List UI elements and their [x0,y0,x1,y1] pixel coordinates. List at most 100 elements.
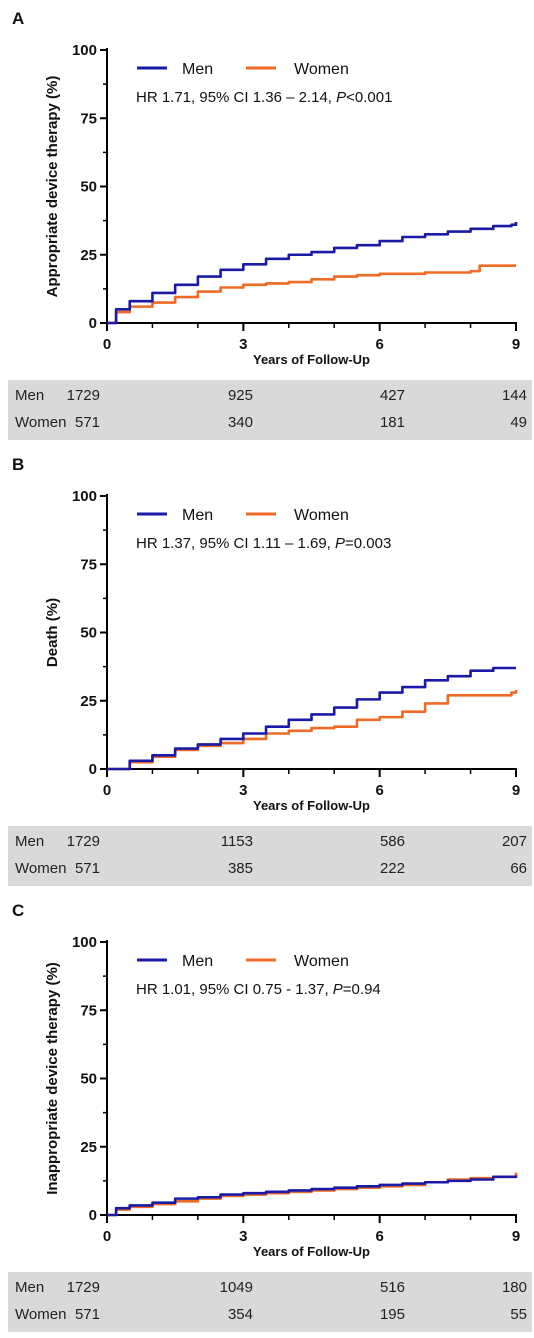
risk-count: 180 [501,1279,527,1296]
risk-count: 1729 [66,833,100,850]
risk-row-women: Women 571 385 222 66 [8,855,532,883]
x-tick-label: 0 [103,782,111,799]
x-tick-label: 9 [512,1228,520,1245]
risk-row-label: Men [15,387,45,404]
legend-label-men: Men [182,507,213,524]
y-tick-label: 25 [80,247,97,264]
risk-count: 222 [379,860,405,877]
y-axis-label: Death (%) [44,598,61,667]
p-symbol: P [333,981,343,998]
risk-count: 586 [379,833,405,850]
p-value: <0.001 [346,89,392,106]
hr-ci-text: HR 1.37, 95% CI 1.11 – 1.69, [136,535,335,552]
risk-count: 1729 [66,387,100,404]
risk-count: 181 [379,414,405,431]
risk-count: 571 [74,860,100,877]
risk-count: 571 [74,414,100,431]
risk-row-label: Men [15,833,45,850]
p-value: =0.94 [343,981,381,998]
risk-count: 1049 [219,1279,253,1296]
risk-row-men: Men 1729 1049 516 180 [8,1274,532,1302]
risk-row-label: Women [15,414,67,431]
y-tick-label: 75 [80,556,97,573]
x-tick-label: 9 [512,782,520,799]
hazard-ratio-text: HR 1.01, 95% CI 0.75 - 1.37, P=0.94 [136,981,381,998]
legend-label-men: Men [182,953,213,970]
panel-a: A Appropriate device therapy (%) 0 25 50 75 10… [0,0,534,446]
numbers-at-risk-table: Men 1729 1153 586 207 Women 571 385 222 66 [8,826,532,886]
y-tick-label: 0 [89,1207,97,1224]
risk-count: 354 [227,1306,253,1323]
y-axis-label: Inappropriate device therapy (%) [44,962,61,1195]
risk-count: 55 [510,1306,527,1323]
y-axis-label: Appropriate device therapy (%) [44,76,61,298]
risk-row-women: Women 571 340 181 49 [8,409,532,437]
panel-letter: A [12,9,24,28]
x-axis-label: Years of Follow-Up [253,1244,370,1259]
y-tick-label: 100 [72,488,97,505]
x-axis-label: Years of Follow-Up [253,352,370,367]
risk-row-label: Men [15,1279,45,1296]
risk-count: 49 [510,414,527,431]
risk-count: 571 [74,1306,100,1323]
risk-count: 1153 [220,833,253,850]
hr-ci-text: HR 1.71, 95% CI 1.36 – 2.14, [136,89,336,106]
legend-label-men: Men [182,61,213,78]
panel-b: B Death (%) 0 25 50 75 100 0 3 6 9 Years of Follow-… [0,446,534,892]
x-tick-label: 3 [239,336,247,353]
numbers-at-risk-table: Men 1729 1049 516 180 Women 571 354 195 55 [8,1272,532,1332]
x-tick-label: 0 [103,1228,111,1245]
chart-svg: B Death (%) 0 25 50 75 100 0 3 6 9 Years of Follow-… [12,455,520,813]
y-tick-label: 50 [80,625,97,642]
hr-ci-text: HR 1.01, 95% CI 0.75 - 1.37, [136,981,333,998]
risk-count: 385 [227,860,253,877]
risk-count: 144 [501,387,527,404]
risk-count: 925 [227,387,253,404]
series-line-women [107,1172,518,1217]
y-tick-label: 75 [80,1002,97,1019]
p-symbol: P [336,89,346,106]
panel-letter: C [12,901,24,920]
risk-count: 66 [510,860,527,877]
panel-c: C Inappropriate device therapy (%) 0 25 50 75… [0,892,534,1338]
series-line-women [107,689,518,771]
risk-count: 516 [379,1279,405,1296]
y-tick-label: 0 [89,315,97,332]
panel-letter: B [12,455,24,474]
legend-label-women: Women [294,953,349,970]
risk-row-label: Women [15,860,67,877]
numbers-at-risk-table: Men 1729 925 427 144 Women 571 340 181 49 [8,380,532,440]
x-tick-label: 3 [239,782,247,799]
y-tick-label: 100 [72,934,97,951]
series-line-men [107,1175,518,1217]
x-axis-label: Years of Follow-Up [253,798,370,813]
p-value: =0.003 [345,535,391,552]
series-line-women [107,264,516,325]
hazard-ratio-text: HR 1.37, 95% CI 1.11 – 1.69, P=0.003 [136,535,391,552]
legend-label-women: Women [294,507,349,524]
x-tick-label: 0 [103,336,111,353]
x-tick-label: 3 [239,1228,247,1245]
chart-svg: A Appropriate device therapy (%) 0 25 50 75 10… [12,9,520,367]
risk-count: 195 [379,1306,405,1323]
hazard-ratio-text: HR 1.71, 95% CI 1.36 – 2.14, P<0.001 [136,89,392,106]
y-tick-label: 50 [80,1071,97,1088]
risk-row-women: Women 571 354 195 55 [8,1301,532,1329]
risk-count: 340 [227,414,253,431]
risk-row-men: Men 1729 925 427 144 [8,382,532,410]
risk-count: 1729 [66,1279,100,1296]
x-tick-label: 6 [375,782,383,799]
chart-svg: C Inappropriate device therapy (%) 0 25 50 75… [12,901,520,1259]
series-line-men [107,221,518,325]
risk-row-label: Women [15,1306,67,1323]
p-symbol: P [335,535,345,552]
risk-count: 207 [501,833,527,850]
x-tick-label: 9 [512,336,520,353]
y-tick-label: 25 [80,1139,97,1156]
y-tick-label: 0 [89,761,97,778]
y-tick-label: 100 [72,42,97,59]
risk-row-men: Men 1729 1153 586 207 [8,828,532,856]
x-tick-label: 6 [375,336,383,353]
y-tick-label: 25 [80,693,97,710]
